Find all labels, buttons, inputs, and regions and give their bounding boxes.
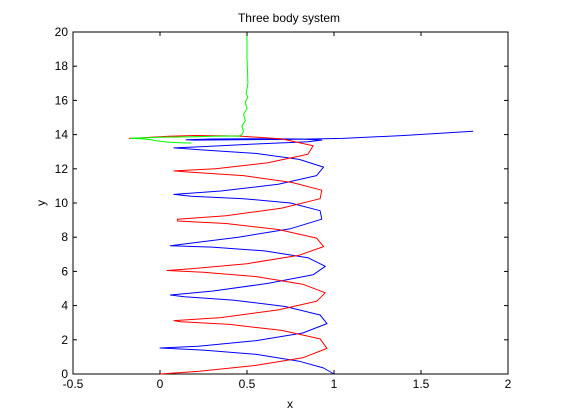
- y-tick-label: 20: [55, 25, 69, 39]
- y-tick-label: 10: [55, 196, 69, 210]
- plot-area: [128, 32, 474, 375]
- x-tick-label: 1: [331, 377, 338, 391]
- x-tick-label: 2: [505, 377, 512, 391]
- x-axis: -0.5 0 0.5 1 1.5 2: [63, 32, 512, 391]
- x-axis-label: x: [287, 397, 293, 411]
- series-line-1: [159, 130, 474, 375]
- y-tick-label: 14: [55, 128, 69, 142]
- series-line-3: [129, 32, 249, 144]
- x-tick-label: 0.5: [239, 377, 256, 391]
- y-tick-label: 8: [61, 230, 68, 244]
- y-tick-label: 16: [55, 93, 69, 107]
- y-tick-label: 12: [55, 162, 69, 176]
- y-tick-label: 0: [61, 367, 68, 381]
- y-tick-label: 4: [61, 299, 68, 313]
- y-tick-label: 6: [61, 264, 68, 278]
- y-tick-label: 2: [61, 333, 68, 347]
- series-line-2: [128, 135, 328, 375]
- y-axis-label: y: [34, 200, 48, 206]
- y-axis: 0 2 4 6 8 10 12 14 16 18 20: [55, 25, 508, 381]
- x-tick-label: 0: [157, 377, 164, 391]
- chart-title: Three body system: [238, 11, 340, 25]
- x-tick-label: 1.5: [413, 377, 430, 391]
- y-tick-label: 18: [55, 59, 69, 73]
- x-tick-label: -0.5: [63, 377, 84, 391]
